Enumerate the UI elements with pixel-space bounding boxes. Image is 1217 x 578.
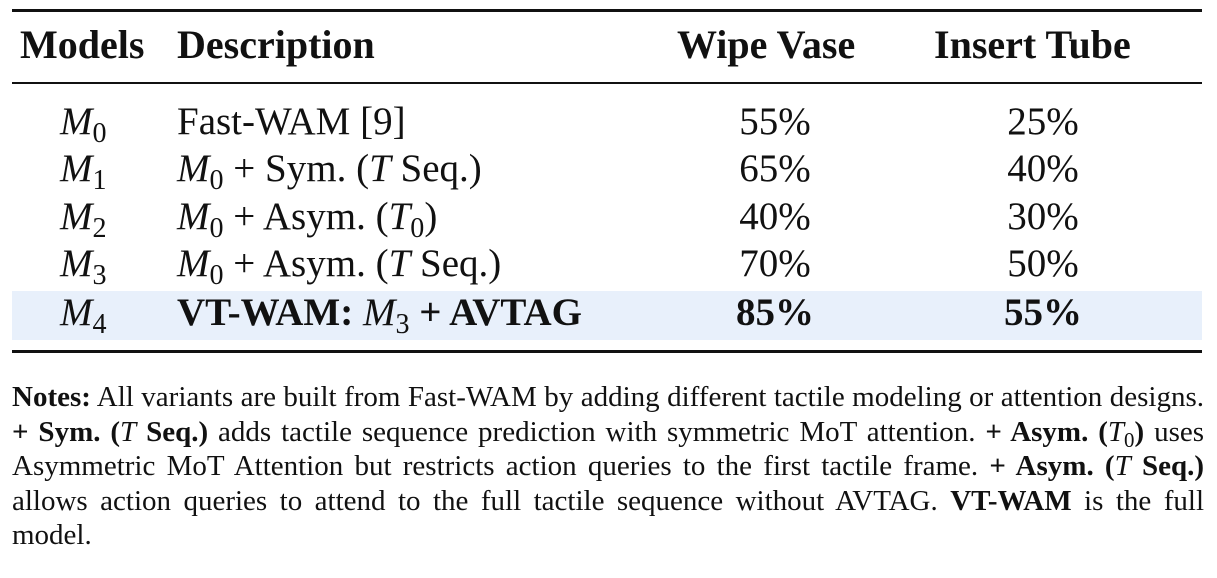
table-row-insert-tube: 25% bbox=[1007, 100, 1079, 143]
table-top-rule bbox=[12, 9, 1202, 12]
table-notes: Notes: All variants are built from Fast-… bbox=[12, 381, 1212, 552]
table-row-insert-tube: 30% bbox=[1007, 195, 1079, 238]
table-header-rule bbox=[12, 82, 1202, 84]
header-description: Description bbox=[177, 22, 375, 67]
table-row-insert-tube: 50% bbox=[1007, 242, 1079, 285]
table-row-model: M1 bbox=[60, 147, 107, 196]
header-insert-tube: Insert Tube bbox=[934, 22, 1131, 67]
table-bottom-rule bbox=[12, 350, 1202, 353]
table-row-description: M0 + Asym. (T Seq.) bbox=[177, 242, 502, 291]
table-row-insert-tube: 55% bbox=[1004, 291, 1082, 334]
table-row-description: Fast-WAM [9] bbox=[177, 100, 406, 143]
header-models: Models bbox=[20, 22, 145, 67]
table-row-model: M0 bbox=[60, 100, 107, 149]
table-row-wipe-vase: 85% bbox=[736, 291, 814, 334]
highlight-row-band bbox=[12, 291, 1202, 340]
header-wipe-vase: Wipe Vase bbox=[677, 22, 856, 67]
table-row-wipe-vase: 70% bbox=[739, 242, 811, 285]
table-row-wipe-vase: 55% bbox=[739, 100, 811, 143]
table-row-model: M4 bbox=[60, 291, 107, 340]
table-row-wipe-vase: 40% bbox=[739, 195, 811, 238]
table-row-description: VT-WAM: M3 + AVTAG bbox=[177, 291, 583, 340]
table-row-insert-tube: 40% bbox=[1007, 147, 1079, 190]
table-row-wipe-vase: 65% bbox=[739, 147, 811, 190]
table-row-description: M0 + Sym. (T Seq.) bbox=[177, 147, 482, 196]
table-row-model: M3 bbox=[60, 242, 107, 291]
table-row-description: M0 + Asym. (T0) bbox=[177, 195, 438, 244]
table-row-model: M2 bbox=[60, 195, 107, 244]
